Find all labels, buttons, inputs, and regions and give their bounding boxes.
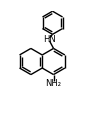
Text: HN: HN xyxy=(43,35,56,44)
Text: NH₂: NH₂ xyxy=(45,79,62,88)
